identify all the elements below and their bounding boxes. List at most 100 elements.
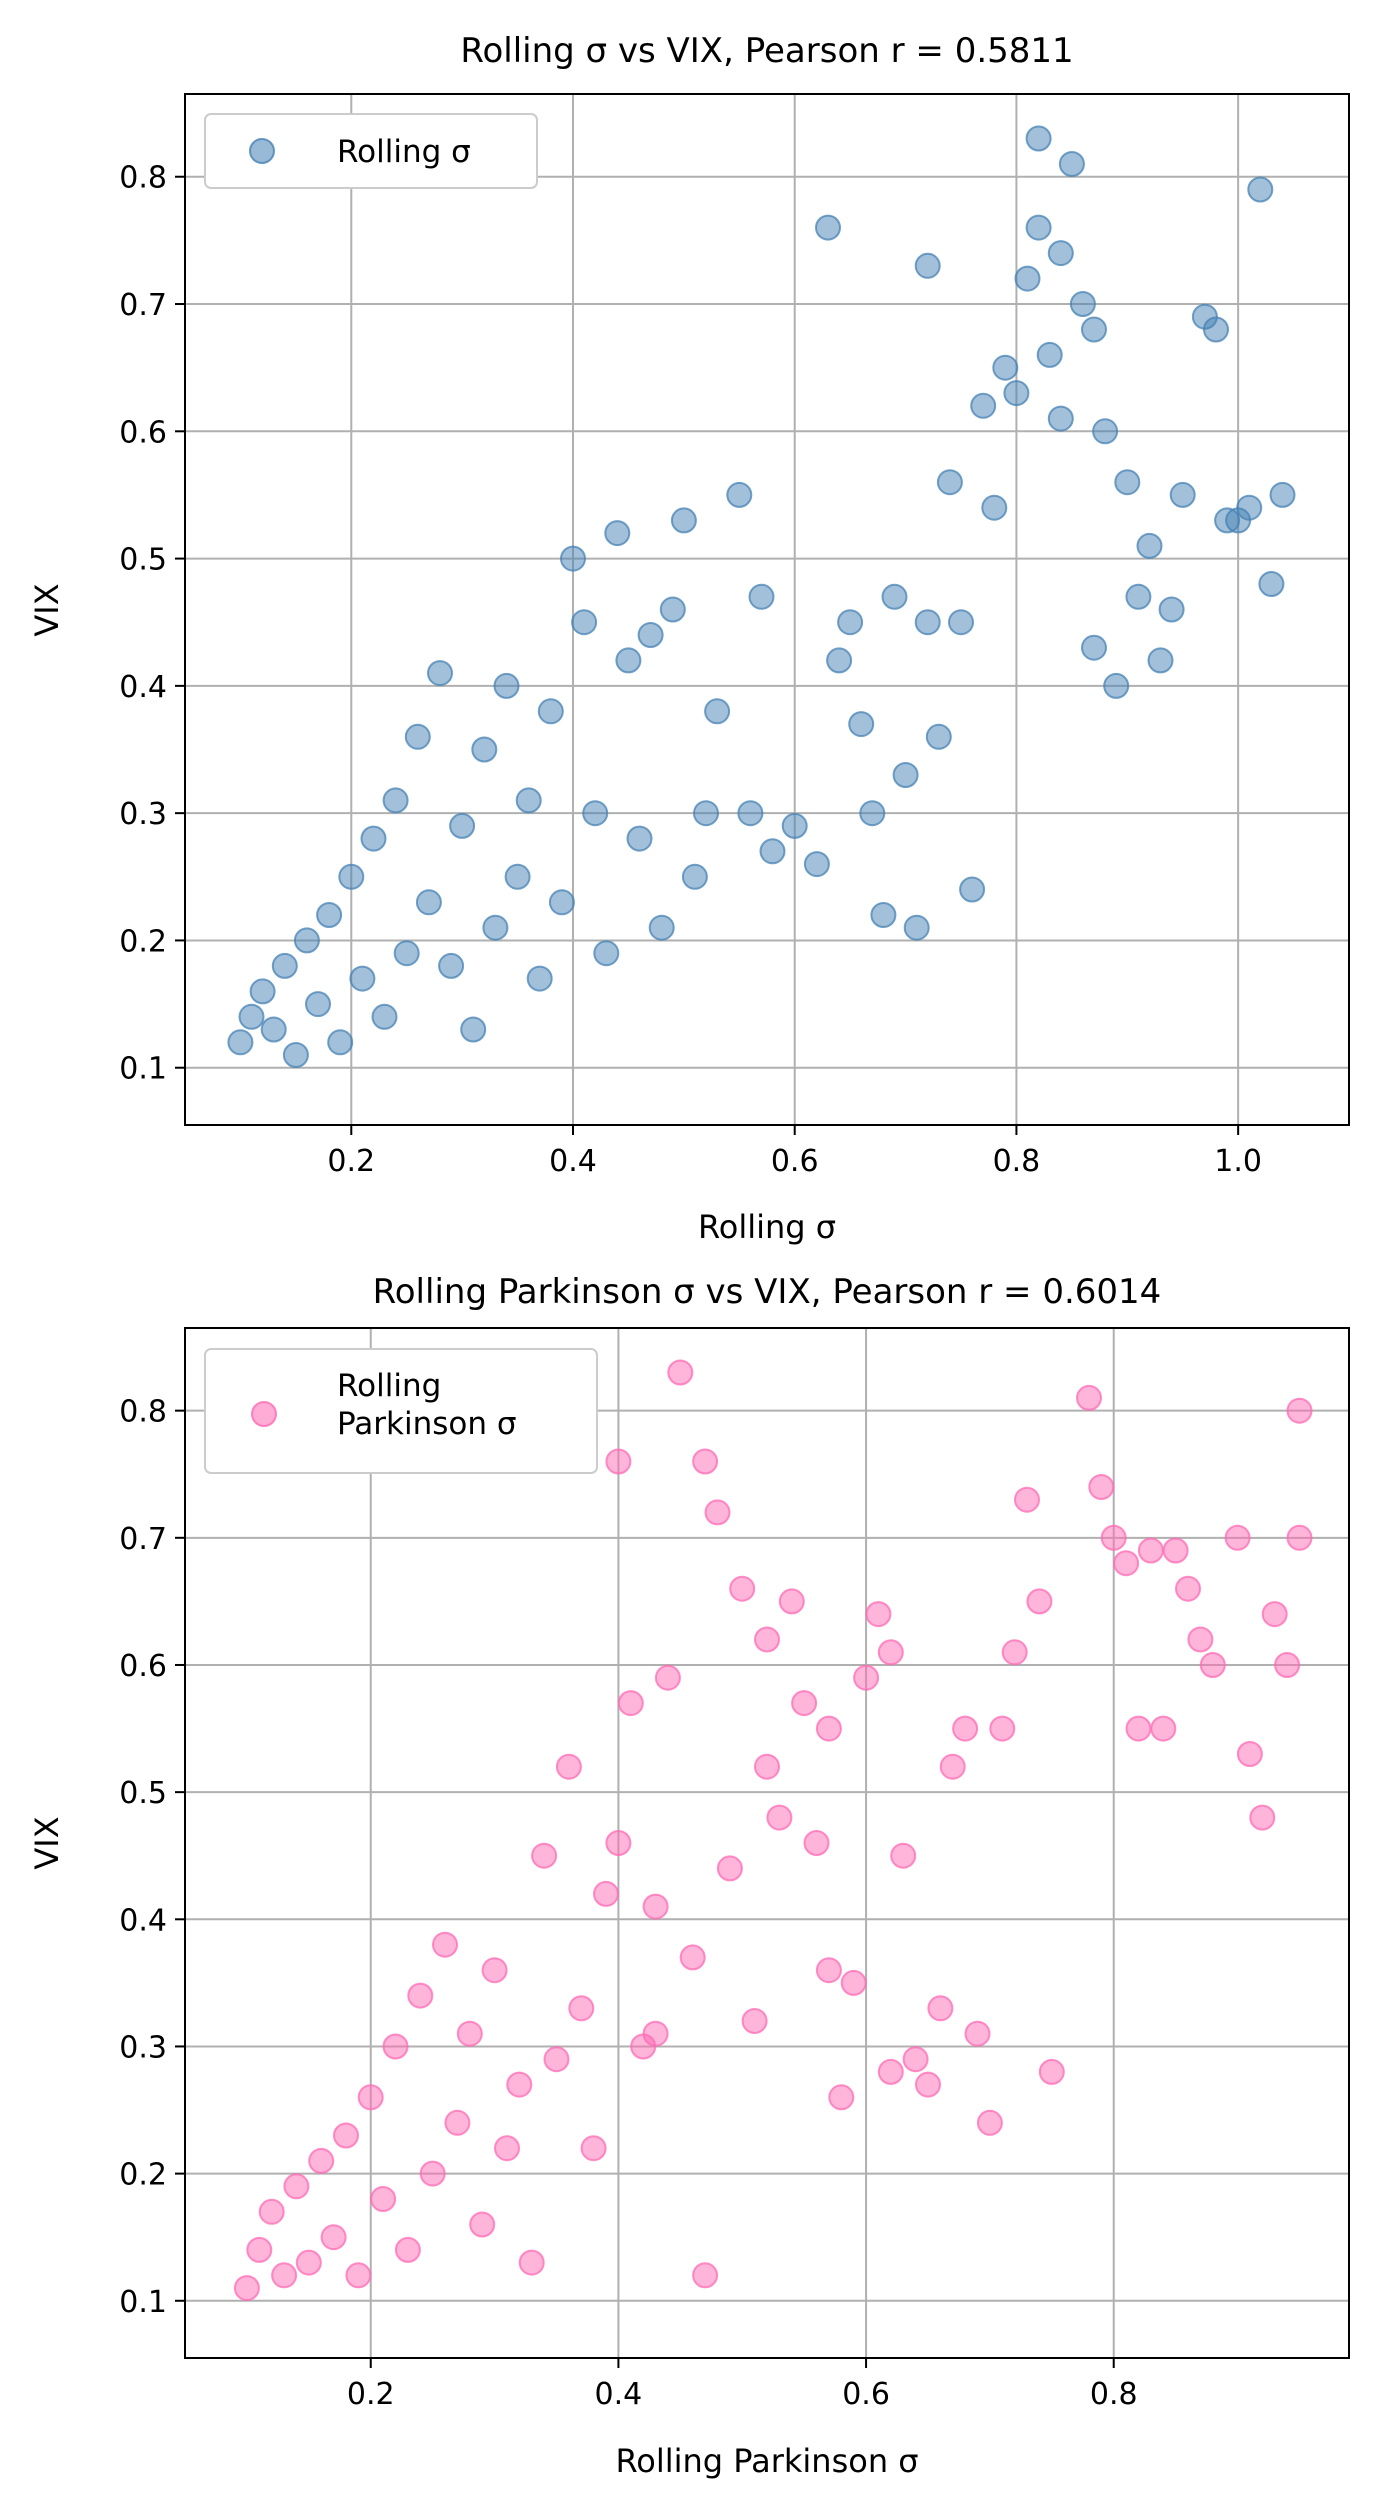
data-point [481, 1957, 508, 1984]
data-point [748, 583, 775, 610]
data-point [582, 800, 609, 827]
data-point [1150, 1715, 1177, 1742]
data-point [258, 2198, 285, 2225]
gridlines [185, 94, 1349, 1125]
data-point [615, 647, 642, 674]
data-point [927, 1995, 954, 2022]
y-tick-label: 0.5 [119, 543, 167, 578]
x-tick-label: 1.0 [1214, 1144, 1262, 1179]
data-point [308, 2147, 335, 2174]
plot-frame [184, 93, 1350, 1126]
data-point [271, 2262, 298, 2289]
data-point [692, 1448, 719, 1475]
data-point [1261, 1601, 1288, 1628]
data-point [1286, 1397, 1313, 1424]
data-point [238, 1003, 265, 1030]
data-point [456, 2020, 483, 2047]
data-point [903, 914, 930, 941]
data-point [1025, 214, 1052, 241]
data-point [704, 1499, 731, 1526]
data-point [870, 902, 897, 928]
data-point [233, 2275, 260, 2302]
y-ticks: 0.1 0.2 0.3 0.4 0.5 0.6 0.7 0.8 [119, 161, 185, 1087]
data-point [803, 851, 830, 878]
data-point [617, 1690, 644, 1717]
data-point [548, 889, 575, 916]
data-point [227, 1029, 254, 1056]
data-point [526, 965, 553, 992]
data-point [670, 507, 697, 534]
data-point [1162, 1537, 1189, 1564]
data-point [890, 1842, 917, 1869]
y-tick-label: 0.7 [119, 1522, 167, 1557]
data-point [407, 1982, 434, 2009]
data-point [892, 762, 919, 788]
legend-label: Rolling Parkinson σ [337, 1368, 517, 1442]
data-point [952, 1715, 979, 1742]
chart-rolling-sigma: Rolling σ vs VIX, Pearson r = 0.5811 0.2… [28, 31, 1350, 1246]
data-point [1236, 494, 1263, 521]
data-point [840, 1969, 867, 1996]
x-tick-label: 0.8 [1090, 2377, 1138, 2412]
x-tick-label: 0.6 [771, 1144, 819, 1179]
data-point [1069, 291, 1096, 317]
data-point [393, 940, 420, 967]
data-point [1088, 1474, 1115, 1500]
data-point [357, 2084, 384, 2111]
data-point [531, 1842, 558, 1869]
data-point [460, 1016, 487, 1043]
data-point [1001, 1639, 1028, 1666]
data-point [370, 2186, 397, 2212]
data-point [282, 1042, 309, 1068]
data-point [1014, 1486, 1040, 1513]
data-point [1286, 1524, 1313, 1551]
data-point [1247, 176, 1274, 203]
data-point [1175, 1575, 1201, 1602]
plot-frame [184, 1327, 1350, 2359]
data-point [1269, 481, 1296, 508]
data-point [580, 2135, 607, 2162]
data-point [438, 952, 465, 979]
data-point [404, 723, 431, 750]
data-point [604, 520, 631, 547]
data-point [642, 2020, 669, 2047]
data-point [1103, 672, 1130, 699]
data-point [948, 609, 974, 636]
data-point [1081, 634, 1107, 661]
data-point [593, 1880, 619, 1907]
data-point [504, 863, 531, 890]
x-tick-label: 0.4 [549, 1144, 597, 1179]
y-tick-label: 0.8 [119, 1395, 167, 1430]
data-point [1224, 1524, 1251, 1551]
data-point [506, 2071, 533, 2098]
data-point [571, 609, 598, 636]
data-point [1058, 151, 1085, 177]
legend-marker [251, 1401, 277, 1427]
data-point [605, 1448, 632, 1475]
legend: Rolling σ [204, 113, 538, 189]
data-point [992, 354, 1019, 381]
data-point [815, 214, 841, 241]
data-point [1092, 418, 1119, 445]
y-tick-label: 0.6 [119, 415, 167, 450]
data-point [382, 787, 409, 814]
data-point [1147, 647, 1174, 674]
data-point [781, 812, 808, 839]
data-point [693, 800, 719, 827]
data-point [877, 1639, 904, 1666]
x-ticks: 0.2 0.4 0.6 0.8 1.0 [327, 1125, 1262, 1179]
y-tick-label: 0.4 [119, 1903, 167, 1938]
data-point [1038, 2058, 1065, 2085]
data-point [778, 1588, 805, 1615]
data-point [432, 1931, 458, 1958]
data-point [605, 1830, 632, 1856]
data-point [1258, 571, 1285, 597]
data-point [305, 991, 331, 1018]
data-point [1199, 1652, 1226, 1678]
data-point [741, 2008, 768, 2034]
x-tick-label: 0.8 [993, 1144, 1041, 1179]
data-point [704, 698, 731, 725]
data-point [859, 800, 886, 827]
data-point [371, 1003, 398, 1030]
data-point [915, 2071, 941, 2098]
